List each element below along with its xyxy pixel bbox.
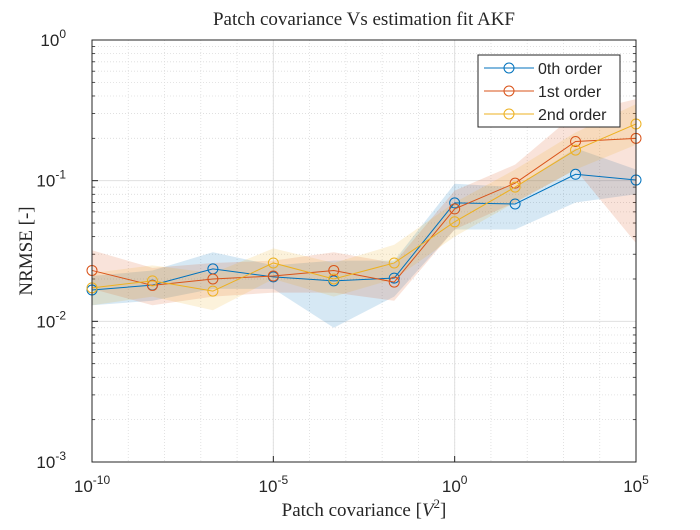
y-tick-label: 10-3	[36, 449, 66, 472]
legend-marker	[503, 62, 515, 74]
tick-exp: 0	[461, 473, 468, 487]
y-tick-label: 10-2	[36, 308, 66, 331]
legend-label: 2nd order	[538, 107, 607, 124]
series-line	[91, 123, 637, 292]
tick-exp: -3	[55, 449, 66, 463]
tick-exp: -2	[55, 308, 66, 322]
x-tick-label: 100	[442, 473, 468, 496]
x-label-end: ]	[440, 500, 446, 521]
x-tick-label: 105	[623, 473, 649, 496]
tick-base: 10	[36, 453, 55, 472]
tick-base: 10	[40, 31, 59, 50]
series-line	[91, 137, 637, 286]
marker	[207, 285, 219, 297]
legend-label: 0th order	[538, 61, 603, 78]
marker	[388, 272, 400, 284]
marker	[267, 257, 279, 269]
tick-base: 10	[259, 477, 278, 496]
tick-exp: 0	[59, 27, 66, 41]
tick-exp: -1	[55, 168, 66, 182]
tick-base: 10	[623, 477, 642, 496]
marker	[449, 216, 461, 228]
tick-exp: -10	[93, 473, 111, 487]
x-tick-label: 10-5	[259, 473, 289, 496]
tick-base: 10	[36, 172, 55, 191]
marker	[146, 275, 158, 287]
legend-marker	[503, 85, 515, 97]
x-label-exp: 2	[434, 496, 441, 511]
marker	[388, 276, 400, 288]
marker	[449, 203, 461, 215]
tick-exp: 5	[642, 473, 649, 487]
y-tick-label: 100	[40, 27, 66, 50]
error-band	[92, 148, 636, 328]
marker	[328, 273, 340, 285]
marker	[570, 168, 582, 180]
tick-base: 10	[74, 477, 93, 496]
error-band	[92, 104, 636, 311]
marker	[509, 198, 521, 210]
legend-marker	[503, 108, 515, 120]
x-tick-label: 10-10	[74, 473, 111, 496]
marker	[509, 181, 521, 193]
tick-exp: -5	[277, 473, 288, 487]
marker	[267, 270, 279, 282]
marker	[570, 144, 582, 156]
marker	[449, 197, 461, 209]
marker	[388, 257, 400, 269]
x-label-text: Patch covariance [	[282, 500, 422, 521]
y-axis-label: NRMSE [-]	[16, 206, 37, 295]
marker	[207, 273, 219, 285]
x-axis-label: Patch covariance [V2]	[282, 496, 447, 521]
axes-box	[91, 39, 637, 463]
y-tick-label: 10-1	[36, 168, 66, 191]
x-label-var: V	[422, 500, 436, 521]
legend-label: 1st order	[538, 84, 602, 101]
marker	[570, 135, 582, 147]
tick-base: 10	[36, 312, 55, 331]
chart-title: Patch covariance Vs estimation fit AKF	[213, 9, 515, 30]
marker	[328, 264, 340, 276]
marker	[509, 177, 521, 189]
series-line	[91, 173, 637, 291]
tick-base: 10	[442, 477, 461, 496]
